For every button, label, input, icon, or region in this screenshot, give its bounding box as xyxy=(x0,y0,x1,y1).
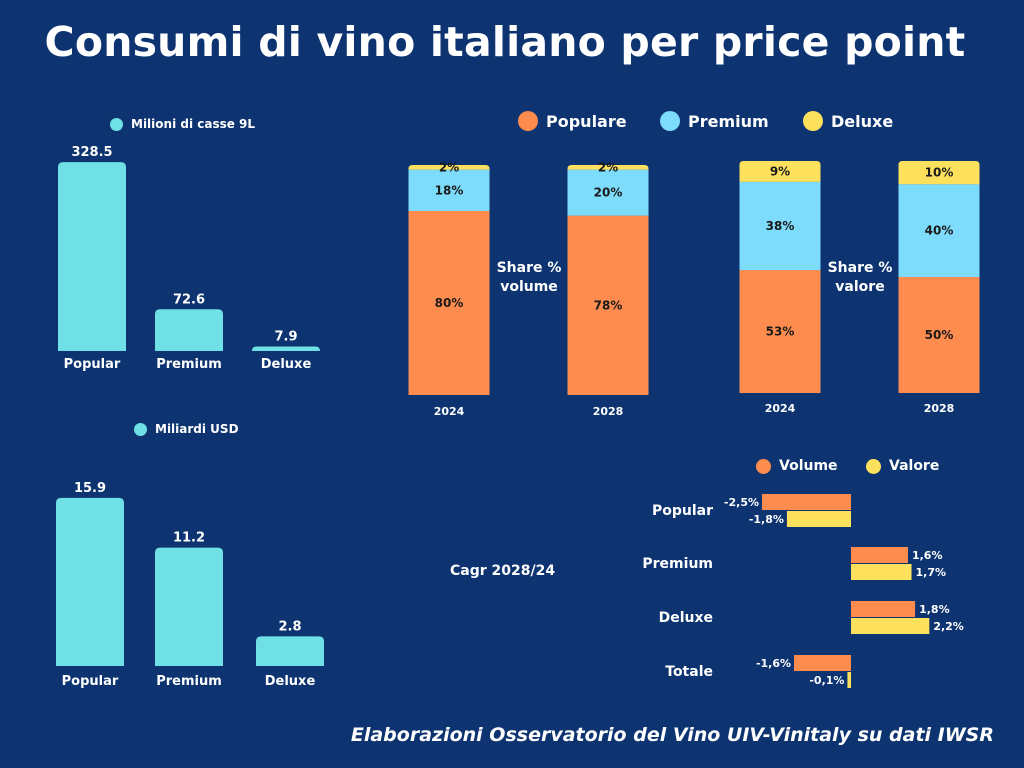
segment-label: 38% xyxy=(766,219,795,233)
label-line: Share % xyxy=(827,260,893,276)
label-line: valore xyxy=(835,279,885,295)
segment-populare xyxy=(739,270,821,393)
category-label: Deluxe xyxy=(659,610,713,626)
segment-deluxe xyxy=(739,161,821,182)
cagr-bar-volume xyxy=(851,601,916,617)
value-label: 11.2 xyxy=(173,531,205,546)
cagr-bar-volume xyxy=(851,547,908,563)
legend-label: Milioni di casse 9L xyxy=(131,117,256,131)
bar-premium xyxy=(155,309,223,351)
legend-item-deluxe: Deluxe xyxy=(803,111,893,131)
segment-premium xyxy=(739,181,821,271)
cagr-value-label: -2,5% xyxy=(724,496,759,509)
legend-label: Valore xyxy=(889,458,940,474)
legend-dot-icon xyxy=(518,111,538,131)
category-label: Deluxe xyxy=(265,674,316,689)
legend-dot-icon xyxy=(866,458,881,474)
bar-deluxe xyxy=(252,346,320,351)
cagr-value-label: -0,1% xyxy=(809,674,844,687)
segment-label: 40% xyxy=(925,224,954,238)
bar-popular xyxy=(58,162,126,351)
legend-item-populare: Populare xyxy=(518,111,627,131)
value-label: 72.6 xyxy=(173,292,205,307)
year-label: 2024 xyxy=(765,402,796,415)
category-label: Premium xyxy=(156,357,222,372)
segment-label: 20% xyxy=(594,186,623,200)
legend-value-usd: Miliardi USD xyxy=(134,422,239,436)
cagr-label: Cagr 2028/24 xyxy=(450,563,556,579)
bar-popular xyxy=(56,497,124,666)
category-label: Premium xyxy=(642,556,713,572)
segment-premium xyxy=(408,169,490,211)
legend-label: Deluxe xyxy=(831,111,894,131)
legend-label: Miliardi USD xyxy=(155,422,239,436)
segment-populare xyxy=(567,215,649,395)
cagr-bar-valore xyxy=(786,511,851,527)
value-label: 7.9 xyxy=(274,329,297,344)
year-label: 2028 xyxy=(924,402,955,415)
legend-dot-icon xyxy=(803,111,823,131)
category-label: Premium xyxy=(156,674,222,689)
value-label: 328.5 xyxy=(71,145,112,160)
label-line: volume xyxy=(500,279,558,295)
cagr-value-label: -1,6% xyxy=(756,657,791,670)
legend-item-volume: Volume xyxy=(756,458,838,474)
value-label: 15.9 xyxy=(74,481,106,496)
legend-dot-icon xyxy=(756,458,771,474)
cagr-value-label: 1,6% xyxy=(912,549,943,562)
legend-volume-cases: Milioni di casse 9L xyxy=(110,117,255,131)
cagr-bar-valore xyxy=(847,672,851,688)
legend-label: Volume xyxy=(779,458,838,474)
segment-label: 18% xyxy=(435,183,464,197)
legend-dot-icon xyxy=(660,111,680,131)
segment-label: 10% xyxy=(925,166,954,180)
share-valore-label: Share % valore xyxy=(810,259,910,297)
legend-dot-icon xyxy=(134,422,147,436)
segment-label: 2% xyxy=(598,160,618,174)
bar-deluxe xyxy=(256,636,324,666)
segment-label: 53% xyxy=(766,325,795,339)
cagr-value-label: 2,2% xyxy=(933,620,964,633)
year-label: 2028 xyxy=(593,405,624,418)
category-label: Totale xyxy=(665,664,713,680)
cagr-bar-valore xyxy=(851,564,912,580)
label-line: Share % xyxy=(496,260,562,276)
segment-label: 80% xyxy=(435,296,464,310)
segment-label: 78% xyxy=(594,298,623,312)
category-label: Popular xyxy=(62,674,119,689)
cagr-value-label: 1,8% xyxy=(919,603,950,616)
value-label: 2.8 xyxy=(278,619,301,634)
legend-label: Populare xyxy=(546,111,627,131)
segment-deluxe xyxy=(567,165,649,170)
cagr-value-label: 1,7% xyxy=(916,566,947,579)
category-label: Popular xyxy=(652,503,713,519)
legend-dot-icon xyxy=(110,117,123,131)
segment-label: 9% xyxy=(770,164,790,178)
share-volume-label: Share % volume xyxy=(479,259,579,297)
legend-item-valore: Valore xyxy=(866,458,939,474)
page-title: Consumi di vino italiano per price point xyxy=(44,18,966,66)
segment-populare xyxy=(898,277,980,393)
legend-label: Premium xyxy=(688,111,769,131)
segment-label: 50% xyxy=(925,328,954,342)
cagr-value-label: -1,8% xyxy=(749,513,784,526)
source-footer: Elaborazioni Osservatorio del Vino UIV-V… xyxy=(350,724,994,746)
segment-label: 2% xyxy=(439,160,459,174)
segment-premium xyxy=(567,169,649,216)
cagr-bar-valore xyxy=(851,618,930,634)
segment-deluxe xyxy=(898,161,980,185)
segment-deluxe xyxy=(408,165,490,170)
segment-populare xyxy=(408,211,490,395)
category-label: Popular xyxy=(64,357,121,372)
year-label: 2024 xyxy=(434,405,465,418)
segment-premium xyxy=(898,184,980,277)
cagr-bar-volume xyxy=(762,494,851,510)
bar-premium xyxy=(155,547,223,666)
legend-item-premium: Premium xyxy=(660,111,769,131)
category-label: Deluxe xyxy=(261,357,312,372)
cagr-bar-volume xyxy=(794,655,851,671)
